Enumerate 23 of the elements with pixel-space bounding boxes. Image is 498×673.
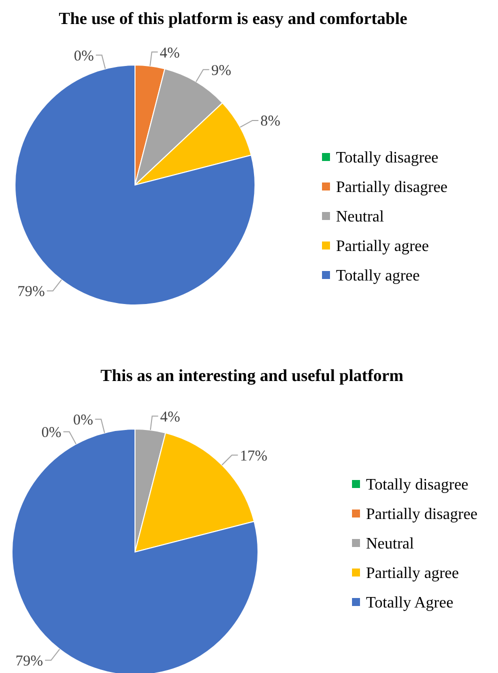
legend-label: Partially disagree: [336, 179, 448, 196]
data-label: 79%: [16, 654, 44, 670]
text: 0%: [73, 412, 94, 429]
legend-label: Neutral: [336, 208, 385, 226]
data-label: 9%: [211, 62, 232, 79]
legend-label: Totally Agree: [366, 594, 454, 612]
text: 0%: [41, 425, 62, 442]
legend-label: Partially agree: [336, 238, 429, 256]
legend-label: Neutral: [366, 536, 415, 553]
data-label: 79%: [17, 284, 45, 300]
chart-title: This as an interesting and useful platform: [100, 366, 404, 385]
legend-label: Totally disagree: [336, 150, 438, 167]
data-label: 4%: [160, 409, 180, 426]
data-label: 8%: [260, 114, 280, 130]
text: 0%: [74, 48, 94, 64]
data-label: 4%: [160, 45, 180, 62]
legend-label: Totally agree: [336, 268, 420, 285]
legend-label: Partially agree: [366, 565, 459, 582]
legend-label: Partially disagree: [366, 506, 478, 524]
data-label: 17%: [240, 448, 268, 464]
pie-slice: [14, 64, 256, 306]
legend-label: Totally disagree: [366, 476, 468, 494]
chart-title: The use of this platform is easy and comfortable: [58, 9, 408, 28]
